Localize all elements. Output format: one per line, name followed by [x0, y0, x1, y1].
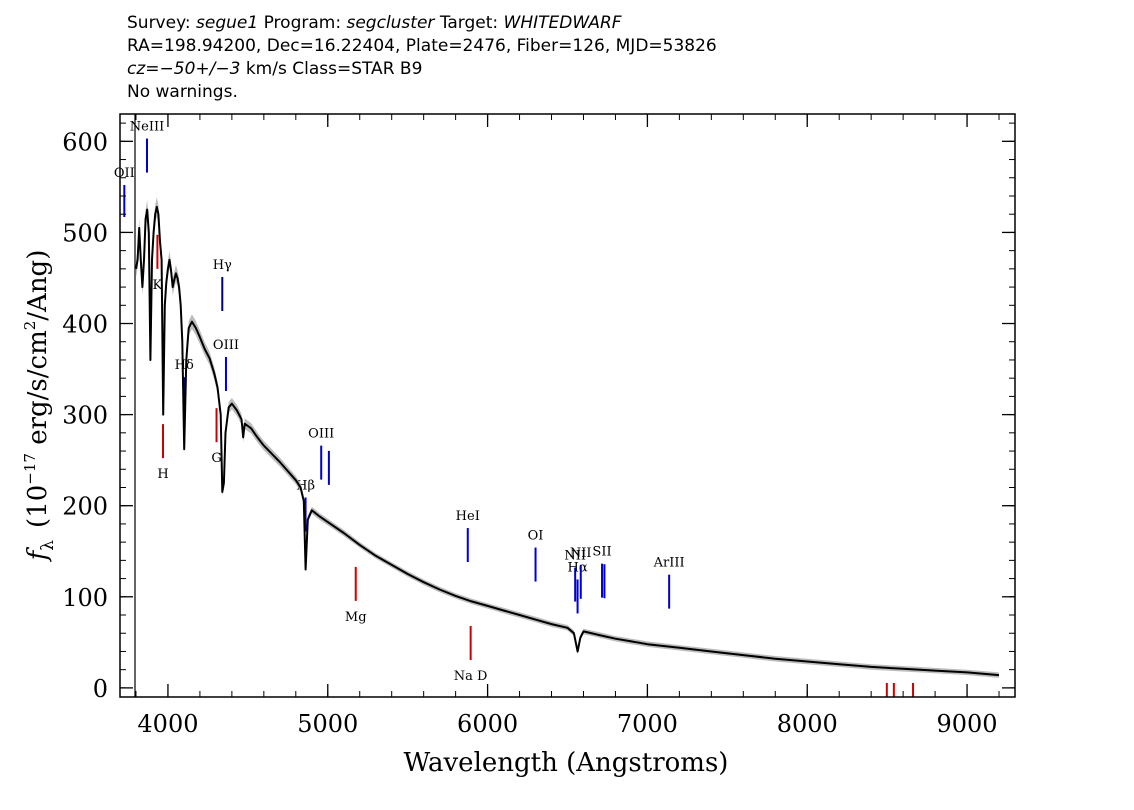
y-tick-label: 200: [62, 493, 108, 521]
y-axis-title: fλ(10−17 erg/s/cm2/Ang): [21, 250, 58, 563]
cz-value: −50+/−3: [159, 59, 241, 79]
emission-line-label: Hγ: [213, 258, 232, 273]
emission-line-label: Hα: [568, 560, 588, 575]
absorption-line-label: K: [153, 278, 163, 293]
x-tick-label: 9000: [937, 710, 998, 738]
y-tick-label: 300: [62, 402, 108, 430]
x-tick-label: 7000: [617, 710, 678, 738]
y-tick-label: 600: [62, 128, 108, 156]
emission-line-label: OIII: [308, 427, 334, 442]
spectrum-flux-line: [135, 205, 1000, 677]
absorption-line-label: Na D: [454, 669, 488, 684]
spectrum-error-band: [136, 197, 999, 678]
tick-labels: 4000 5000 6000 7000 8000 9000 0 100 200 300 400 500…: [62, 128, 997, 738]
survey-value: segue1: [196, 13, 259, 33]
y-axis-title-exp: −17: [21, 453, 39, 485]
y-axis-title-sub: λ: [38, 540, 58, 551]
absorption-line-label: H: [157, 467, 168, 482]
x-tick-label: 8000: [777, 710, 838, 738]
class-text: km/s Class=STAR B9: [240, 59, 423, 79]
emission-line-label: HeI: [456, 509, 480, 524]
x-tick-label: 5000: [297, 710, 358, 738]
plot-axes: [119, 113, 1016, 698]
header-line-1: Survey: segue1 Program: segcluster Targe…: [127, 12, 717, 35]
emission-line-label: OIII: [213, 338, 239, 353]
header-line-4: No warnings.: [127, 82, 238, 102]
plot-frame: [119, 113, 1016, 698]
y-axis-title-close: /Ang): [23, 250, 53, 321]
spectrum-header: Survey: segue1 Program: segcluster Targe…: [127, 12, 717, 104]
spectrum-series: [135, 197, 1000, 678]
y-tick-label: 100: [62, 584, 108, 612]
target-label: Target:: [439, 13, 499, 33]
program-label: Program:: [263, 13, 342, 33]
emission-line-label: SII: [592, 545, 611, 560]
y-tick-label: 400: [62, 311, 108, 339]
y-tick-label: 0: [93, 675, 108, 703]
emission-line-label: ArIII: [653, 556, 685, 571]
absorption-line-label: G: [211, 451, 221, 466]
header-line-2: RA=198.94200, Dec=16.22404, Plate=2476, …: [127, 36, 717, 56]
x-tick-label: 6000: [457, 710, 518, 738]
emission-line-label: NII: [564, 549, 586, 564]
y-axis-title-mid: erg/s/cm: [23, 330, 53, 453]
cz-label: cz=: [127, 59, 160, 79]
emission-line-label: OI: [528, 529, 544, 544]
y-tick-label: 500: [62, 219, 108, 247]
emission-line-label: NeIII: [130, 120, 164, 135]
x-axis-title: Wavelength (Angstroms): [404, 748, 729, 778]
program-value: segcluster: [346, 13, 435, 33]
y-axis-title-open: (10: [23, 485, 53, 528]
survey-label: Survey:: [127, 13, 191, 33]
header-line-3: cz=−50+/−3 km/s Class=STAR B9: [127, 58, 717, 81]
y-axis-title-sq: 2: [21, 321, 39, 331]
emission-line-label: NII: [570, 546, 592, 561]
emission-line-label: Hδ: [175, 358, 194, 373]
absorption-line-label: Mg: [345, 610, 367, 625]
emission-line-label: OII: [114, 166, 135, 181]
x-tick-label: 4000: [137, 710, 198, 738]
target-value: WHITEDWARF: [503, 13, 622, 33]
